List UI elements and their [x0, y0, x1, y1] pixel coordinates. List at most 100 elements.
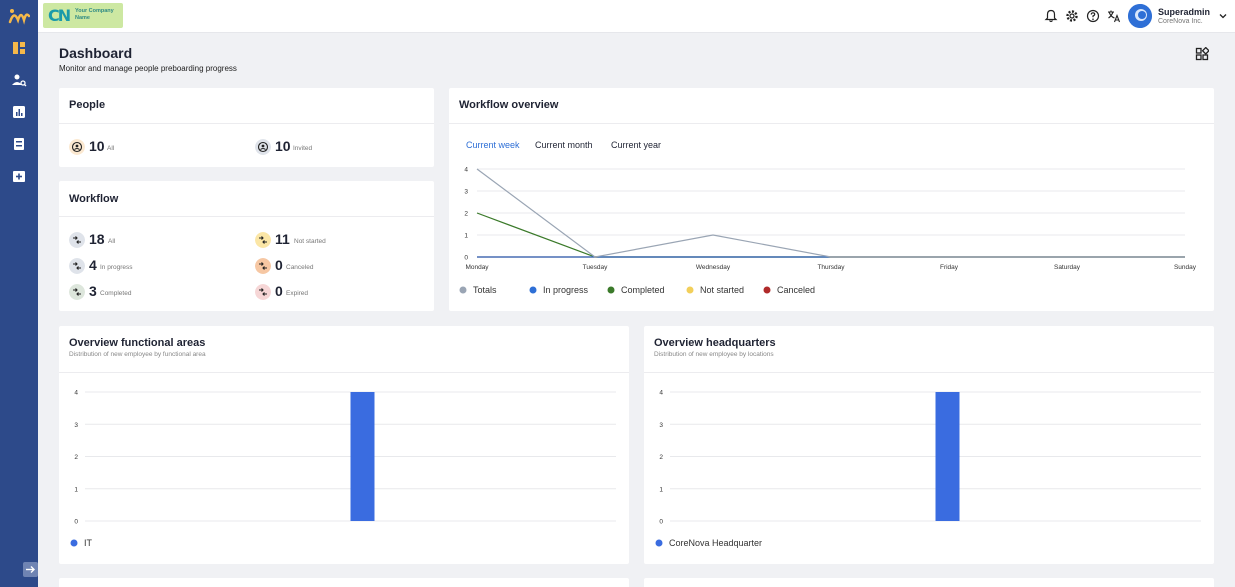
legend-marker — [655, 539, 663, 547]
functional-areas-title: Overview functional areas — [69, 337, 206, 349]
workflow-in-progress-count: 4 — [89, 257, 97, 273]
people-all-label: All — [107, 145, 115, 152]
sidebar — [0, 0, 38, 587]
company-logo[interactable]: CN Your Company Name — [43, 3, 123, 28]
workflow-all-count: 18 — [89, 231, 105, 247]
workflow-overview-card: Workflow overview — [449, 88, 1214, 311]
legend-marker — [529, 286, 537, 294]
next-card-left — [59, 578, 629, 587]
legend-label[interactable]: In progress — [543, 285, 589, 295]
gear-icon[interactable] — [1065, 9, 1079, 23]
workflow-completed-icon — [69, 284, 85, 300]
help-icon[interactable] — [1086, 9, 1100, 23]
functional-areas-card: Overview functional areas Distribution o… — [59, 326, 629, 564]
workflow-line-chart: 0 1 2 3 4 Monday Tuesday Wednesday Thursday Frida… — [459, 167, 1197, 295]
y-tick-label: 1 — [464, 233, 468, 240]
people-card: People 10 All 10 Invited — [59, 88, 434, 167]
add-box-icon[interactable] — [11, 168, 27, 184]
tab-current-month[interactable]: Current month — [535, 140, 593, 150]
page-title: Dashboard — [59, 45, 133, 61]
workflow-all-icon — [69, 232, 85, 248]
legend-marker — [686, 286, 694, 294]
legend-marker — [459, 286, 467, 294]
workflow-expired-icon — [255, 284, 271, 300]
y-tick-label: 1 — [74, 486, 78, 493]
x-tick-label: Monday — [465, 264, 489, 271]
x-tick-label: Wednesday — [696, 264, 731, 271]
translate-icon[interactable] — [1107, 9, 1121, 23]
legend-marker — [70, 539, 78, 547]
y-tick-label: 2 — [659, 454, 663, 461]
x-tick-label: Thursday — [817, 264, 845, 271]
reports-icon[interactable] — [11, 104, 27, 120]
top-bar: CN Your Company Name Superadmin CoreNova… — [38, 0, 1235, 33]
functional-areas-bar-chart: 0 1 2 3 4 IT — [70, 390, 616, 548]
x-tick-label: Tuesday — [583, 264, 608, 271]
workflow-all-label: All — [108, 238, 116, 245]
workflow-completed-label: Completed — [100, 290, 132, 297]
people-search-icon[interactable] — [11, 72, 27, 88]
functional-areas-subtitle: Distribution of new employee by function… — [69, 351, 206, 358]
avatar[interactable] — [1128, 4, 1152, 28]
workflow-not-started-icon — [255, 232, 271, 248]
workflow-canceled-icon — [255, 258, 271, 274]
people-invited-label: Invited — [293, 145, 313, 152]
bar[interactable] — [350, 392, 375, 521]
chevron-down-icon[interactable] — [1218, 11, 1228, 21]
company-logo-text: Your Company Name — [75, 8, 114, 21]
divider — [59, 216, 434, 217]
x-tick-label: Friday — [940, 264, 959, 271]
company-logo-mark: CN — [48, 6, 71, 25]
legend-label[interactable]: Canceled — [777, 285, 815, 295]
workflow-card-title: Workflow — [69, 193, 119, 205]
workflow-in-progress-icon — [69, 258, 85, 274]
legend-label[interactable]: IT — [84, 538, 93, 548]
dashboard-icon[interactable] — [11, 40, 27, 56]
user-organization: CoreNova Inc. — [1158, 18, 1203, 25]
divider — [59, 372, 629, 373]
expand-sidebar-button[interactable] — [23, 562, 38, 577]
user-name: Superadmin — [1158, 7, 1211, 17]
legend-marker — [763, 286, 771, 294]
legend-label[interactable]: Completed — [621, 285, 665, 295]
y-tick-label: 0 — [659, 519, 663, 526]
documents-icon[interactable] — [11, 136, 27, 152]
workflow-not-started-label: Not started — [294, 238, 326, 245]
y-tick-label: 4 — [659, 390, 663, 397]
divider — [59, 123, 434, 124]
workflow-expired-count: 0 — [275, 283, 283, 299]
workflow-card: Workflow 18 All 11 Not started 4 In progres… — [59, 181, 434, 311]
workflow-expired-label: Expired — [286, 290, 309, 297]
legend-label[interactable]: CoreNova Headquarter — [669, 538, 762, 548]
user-invited-icon — [255, 139, 271, 155]
tab-current-year[interactable]: Current year — [611, 140, 662, 150]
workflow-not-started-count: 11 — [275, 231, 290, 247]
people-invited-count: 10 — [275, 138, 291, 154]
y-tick-label: 0 — [464, 255, 468, 262]
legend-label[interactable]: Not started — [700, 285, 744, 295]
people-all-count: 10 — [89, 138, 105, 154]
legend-label[interactable]: Totals — [473, 285, 497, 295]
next-card-right — [644, 578, 1214, 587]
y-tick-label: 4 — [74, 390, 78, 397]
customize-widgets-icon[interactable] — [1195, 47, 1209, 61]
workflow-canceled-count: 0 — [275, 257, 283, 273]
divider — [449, 123, 1214, 124]
user-all-icon — [69, 139, 85, 155]
people-card-title: People — [69, 99, 106, 111]
user-avatar-icon — [1128, 4, 1152, 28]
bell-icon[interactable] — [1044, 9, 1058, 23]
arrow-right-icon — [26, 566, 35, 573]
y-tick-label: 3 — [659, 422, 663, 429]
workflow-canceled-label: Canceled — [286, 264, 314, 271]
x-tick-label: Sunday — [1174, 264, 1197, 271]
bar[interactable] — [935, 392, 960, 521]
x-tick-label: Saturday — [1054, 264, 1081, 271]
tab-current-week[interactable]: Current week — [466, 140, 520, 150]
y-tick-label: 4 — [464, 167, 468, 174]
y-tick-label: 0 — [74, 519, 78, 526]
divider — [644, 372, 1214, 373]
headquarters-title: Overview headquarters — [654, 337, 776, 349]
workflow-overview-title: Workflow overview — [459, 99, 559, 111]
app-logo[interactable] — [8, 6, 30, 26]
